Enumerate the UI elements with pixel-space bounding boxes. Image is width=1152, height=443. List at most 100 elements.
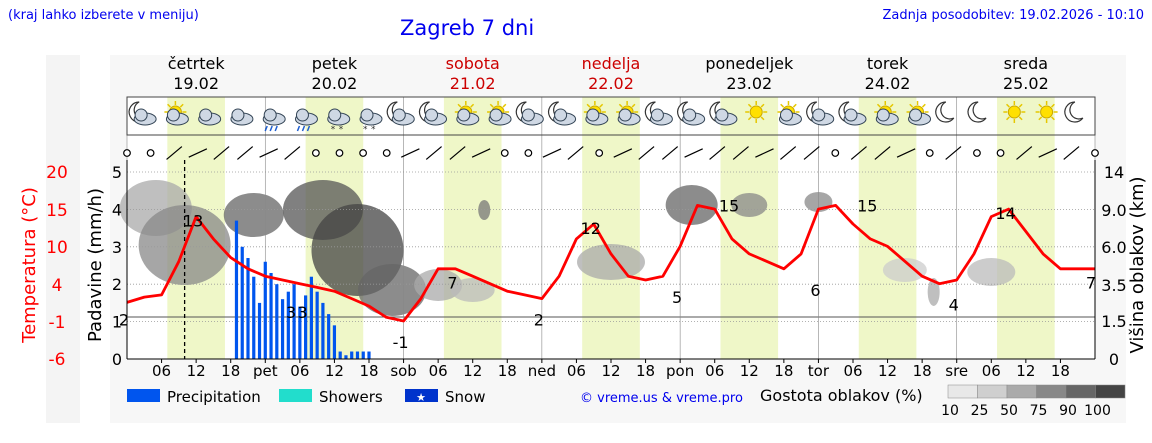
sun-icon [1035, 101, 1058, 123]
cloud-legend-swatch [1006, 384, 1037, 399]
temperature-label: 15 [719, 197, 739, 216]
cloud-height-tick: 0 [1109, 350, 1119, 369]
day-name: ponedeljek [705, 54, 794, 73]
temperature-label: 7 [1086, 273, 1096, 292]
precipitation-bar [355, 351, 360, 359]
cloud-density-area [665, 185, 718, 225]
precipitation-bar [292, 284, 296, 359]
temperature-axis-label: Temperatura (°C) [19, 187, 40, 344]
precipitation-bar [350, 351, 354, 359]
sun-cloud-icon [164, 101, 189, 126]
x-tick-label: pon [666, 362, 694, 380]
wind-barb-icon [188, 148, 208, 158]
x-tick-label: 12 [325, 362, 344, 380]
wind-barb-icon [732, 146, 749, 160]
x-tick-label: ned [528, 362, 556, 380]
precipitation-tick: 0 [112, 350, 122, 369]
wind-barb-icon [335, 149, 344, 157]
precipitation-bar [246, 258, 250, 359]
wind-barb-icon [996, 149, 1005, 157]
cloud-legend-level: 10 [941, 403, 959, 419]
temperature-label: 13 [183, 212, 203, 231]
cloud-legend-swatch [1036, 384, 1067, 399]
cloud-snow-icon: * * [327, 108, 351, 135]
wind-barb-icon [874, 146, 891, 160]
cloud-height-tick: 1.5 [1101, 312, 1126, 331]
precipitation-bar [315, 291, 319, 359]
wind-barb-icon [831, 149, 840, 157]
cloud-legend-level: 50 [1000, 403, 1018, 419]
wind-barb-icon [542, 148, 562, 158]
x-tick-label: 12 [601, 362, 620, 380]
precipitation-bar [240, 246, 244, 359]
precipitation-bar [304, 295, 308, 359]
temperature-label: 4 [949, 296, 959, 315]
cloud-density-area [967, 258, 1016, 286]
precipitation-bar [367, 351, 371, 359]
precipitation-tick: 3 [112, 238, 122, 257]
precipitation-tick: 4 [112, 200, 122, 219]
x-tick-label: 06 [705, 362, 724, 380]
sun-cloud-icon [616, 101, 641, 126]
wind-barb-icon [401, 148, 420, 158]
wind-barb-icon [850, 146, 867, 160]
x-tick-label: tor [808, 362, 830, 380]
day-date: 23.02 [726, 74, 772, 93]
cloud-rain-icon [262, 108, 286, 132]
moon-cloud-icon [386, 101, 415, 126]
day-name: sobota [446, 54, 500, 73]
left-axis-panel [46, 55, 80, 423]
wind-barb-icon [1091, 149, 1099, 157]
svg-text:*: * [371, 125, 376, 135]
temperature-label: 12 [581, 219, 601, 238]
temperature-label: 6 [810, 281, 820, 300]
wind-barb-icon [567, 146, 584, 160]
x-tick-label: 06 [290, 362, 309, 380]
day-name: sreda [1004, 54, 1048, 73]
legend-swatch [405, 389, 438, 402]
x-tick-label: 06 [152, 362, 171, 380]
wind-barb-icon [973, 149, 981, 157]
sun-cloud-icon [583, 101, 609, 126]
sun-icon [1003, 101, 1026, 123]
precipitation-bar [344, 355, 348, 359]
svg-text:*: * [331, 125, 336, 135]
wind-barb-icon [803, 146, 820, 160]
x-tick-label: sob [390, 362, 417, 380]
x-tick-label: 12 [187, 362, 206, 380]
sun-cloud-icon [454, 101, 480, 126]
temperature-label: 3 [298, 303, 308, 322]
wind-barb-icon [284, 146, 301, 160]
cloud-density-area [450, 278, 495, 302]
precipitation-bar [269, 272, 273, 359]
wind-barb-icon [359, 149, 367, 157]
temperature-tick: -1 [49, 313, 66, 333]
moon-cloud-icon [548, 101, 577, 126]
wind-barb-icon [755, 148, 774, 158]
temperature-label: -1 [393, 333, 409, 352]
svg-text:*: * [363, 125, 368, 135]
x-tick-label: 12 [878, 362, 897, 380]
moon-cloud-icon [677, 101, 706, 126]
precipitation-bar [338, 351, 342, 359]
wind-barb-icon [500, 149, 509, 157]
page-title: Zagreb 7 dni [400, 16, 535, 40]
temperature-label: 15 [857, 197, 877, 216]
day-date: 21.02 [450, 74, 496, 93]
sun-cloud-icon [906, 101, 932, 126]
day-date: 19.02 [173, 74, 219, 93]
wind-barb-icon [1063, 146, 1080, 160]
x-tick-label: 18 [498, 362, 517, 380]
moon-cloud-icon [418, 101, 448, 126]
moon-cloud-icon [515, 101, 544, 126]
legend-swatch [279, 389, 312, 402]
sun-cloud-icon [487, 101, 512, 126]
cloud-legend-level: 75 [1030, 403, 1048, 419]
cloud-icon [198, 108, 222, 126]
temperature-label: 3 [286, 303, 296, 322]
cloud-density-area [223, 193, 284, 237]
cloud-height-tick: 6.0 [1101, 238, 1126, 257]
precipitation-bar [263, 261, 267, 359]
precipitation-bar [309, 276, 313, 359]
legend-label: Showers [319, 388, 383, 406]
